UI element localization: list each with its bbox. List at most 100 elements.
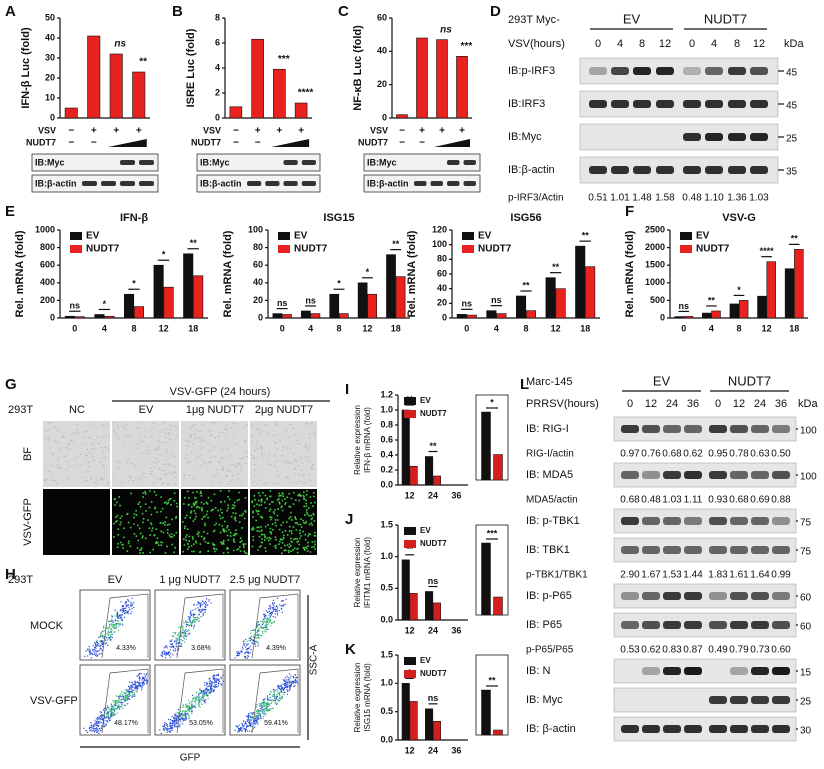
sig-label: ns (428, 693, 439, 703)
blot-header: Marc-145 (526, 376, 572, 388)
band (663, 725, 681, 733)
legend-label: EV (420, 526, 431, 535)
bar (123, 293, 135, 319)
bar (425, 591, 434, 621)
y-tick-label: 40 (377, 46, 387, 56)
kda-unit: kDa (784, 38, 804, 50)
band (751, 592, 769, 600)
y-tick-label: 6 (215, 37, 220, 47)
band (663, 546, 681, 554)
lane-label: 0 (595, 38, 601, 50)
gate-percentage: 3.68% (191, 645, 211, 652)
band (750, 133, 768, 141)
panel-letter: H (5, 566, 16, 583)
panel-letter: F (625, 203, 634, 220)
lane-label: 12 (659, 38, 671, 50)
band (101, 181, 116, 186)
band (684, 621, 702, 629)
bar (401, 409, 410, 486)
y-axis-label: Relative expression (353, 538, 362, 608)
band (642, 546, 660, 554)
y-tick-label: 0.8 (380, 419, 393, 429)
band (633, 100, 651, 108)
blot-label: IB: N (526, 665, 551, 677)
y-axis-label: NF-κB Luc (fold) (352, 25, 364, 111)
y-tick-label: 80 (437, 254, 447, 264)
legend-swatch (404, 410, 416, 418)
lane-title: PRRSV(hours) (526, 398, 599, 410)
x-tick-label: 8 (336, 323, 341, 333)
inset-bar (481, 411, 491, 481)
sig-label: ns (440, 24, 452, 35)
bar (251, 38, 264, 119)
x-tick-label: 36 (451, 625, 461, 635)
bar (702, 312, 712, 319)
y-tick-label: 40 (437, 283, 447, 293)
y-tick-label: 400 (40, 277, 55, 287)
x-tick-label: 8 (523, 323, 528, 333)
legend-swatch (462, 232, 474, 240)
x-tick-label: 4 (102, 323, 107, 333)
legend-swatch (70, 232, 82, 240)
sig-label: ** (488, 675, 496, 685)
y-tick-label: 4 (215, 62, 220, 72)
y-tick-label: 0.0 (380, 614, 393, 624)
panel-letter: L (520, 376, 529, 393)
panel-letter: C (338, 3, 349, 20)
column-label: NC (69, 404, 85, 416)
sig-label: * (103, 299, 107, 309)
band (414, 181, 427, 186)
x-tick-label: 24 (428, 745, 438, 755)
bar (432, 720, 441, 741)
sig-label: * (162, 250, 166, 260)
panel-letter: E (5, 203, 15, 220)
sig-label: ** (582, 231, 590, 241)
ratio-label: p-IRF3/Actin (508, 193, 564, 204)
ratio-value: 1.10 (704, 193, 724, 204)
band (728, 166, 746, 174)
legend-label: EV (696, 231, 710, 242)
bar (386, 254, 396, 319)
band (663, 667, 681, 675)
bar (132, 71, 146, 119)
y-tick-label: 20 (437, 298, 447, 308)
x-tick-label: 12 (551, 323, 561, 333)
band (589, 67, 607, 75)
chart-title: ISG56 (510, 212, 541, 224)
x-tick-label: 0 (681, 323, 686, 333)
y-tick-label: 2000 (645, 242, 665, 252)
treatment-sign: + (439, 126, 445, 137)
legend-label: EV (294, 231, 308, 242)
band (730, 667, 748, 675)
y-tick-label: 0 (50, 112, 55, 122)
y-tick-label: 0.0 (380, 734, 393, 744)
x-tick-label: 8 (736, 323, 741, 333)
band (772, 725, 790, 733)
legend-label: NUDT7 (696, 244, 730, 255)
band (633, 166, 651, 174)
treatment-sign: − (399, 126, 405, 137)
ratio-value: 0.48 (641, 495, 661, 506)
band (709, 471, 727, 479)
band (751, 725, 769, 733)
ratio-value: 1.61 (729, 570, 749, 581)
lane-label: 0 (627, 398, 633, 410)
y-tick-label: 60 (437, 268, 447, 278)
micrograph (43, 421, 110, 487)
ratio-value: 0.68 (620, 495, 640, 506)
x-tick-label: 12 (405, 490, 415, 500)
band (750, 166, 768, 174)
column-label: 2.5 μg NUDT7 (230, 574, 301, 586)
bar (425, 708, 434, 741)
sig-label: * (737, 285, 741, 295)
y-tick-label: 1.0 (380, 551, 393, 561)
flow-events (159, 673, 224, 734)
band (589, 100, 607, 108)
sig-label: ns (70, 301, 81, 311)
y-tick-label: 30 (45, 52, 55, 62)
sig-label: **** (297, 88, 314, 99)
y-axis-label: Rel. mRNA (fold) (624, 230, 636, 317)
band (642, 517, 660, 525)
band (730, 592, 748, 600)
band (728, 67, 746, 75)
